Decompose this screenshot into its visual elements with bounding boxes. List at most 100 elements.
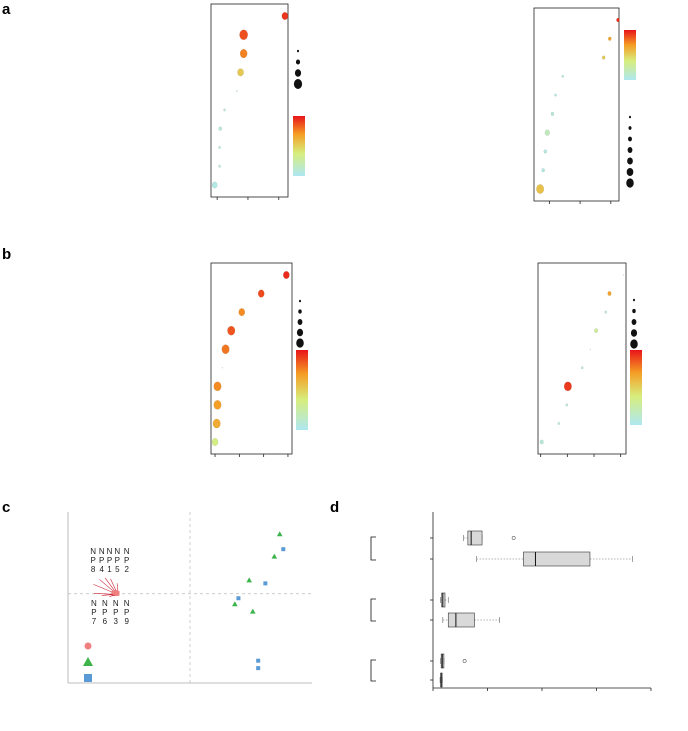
pdx-low-point <box>281 547 286 552</box>
pdx-low-point <box>256 666 261 671</box>
pdx-high-point <box>246 577 253 583</box>
size-legend-dot <box>630 329 638 337</box>
size-legend-dot <box>628 126 632 130</box>
size-legend-dot <box>630 339 638 349</box>
size-legend-dot <box>632 298 636 302</box>
term-dot <box>211 181 218 189</box>
pdx-low-point <box>256 658 261 663</box>
np-label-char: N <box>114 547 120 556</box>
plot-frame <box>533 7 620 202</box>
term-dot <box>607 291 612 296</box>
np-label-char: 7 <box>92 617 97 626</box>
box <box>523 551 591 567</box>
pdx-high-point <box>271 553 278 559</box>
np-label-char: N <box>99 547 105 556</box>
size-legend-dot <box>295 59 301 65</box>
term-dot <box>581 366 584 370</box>
term-dot <box>561 74 564 78</box>
np-label-char: 3 <box>114 617 119 626</box>
term-dot <box>212 418 221 429</box>
np-label-char: 2 <box>124 565 129 574</box>
panel-label-b: b <box>2 246 11 263</box>
color-legend-bar <box>293 116 305 176</box>
term-dot <box>536 184 545 194</box>
gene-bracket <box>370 659 376 682</box>
term-dot <box>594 328 599 333</box>
term-dot <box>557 421 561 425</box>
np-label-char: P <box>113 608 118 617</box>
term-dot <box>616 17 620 23</box>
np-label-char: 1 <box>107 565 112 574</box>
np-label-char: N <box>90 547 96 556</box>
np-label-char: 5 <box>115 565 120 574</box>
legend-marker-pdx-high <box>83 657 93 666</box>
pdx-high-point <box>232 601 238 607</box>
term-dot <box>218 126 223 131</box>
np-arrow <box>94 592 113 595</box>
term-dot <box>283 271 290 279</box>
np-label-char: 6 <box>103 617 108 626</box>
np-label-char: N <box>113 599 119 608</box>
size-legend-dot <box>628 136 632 142</box>
box <box>447 612 475 628</box>
term-dot <box>541 168 545 173</box>
np-label-char: P <box>124 556 129 565</box>
np-label-char: N <box>107 547 113 556</box>
np-arrow <box>104 577 116 592</box>
term-dot <box>589 348 591 350</box>
np-label-char: P <box>90 556 95 565</box>
panel-label-a: a <box>2 1 11 18</box>
size-legend-dot <box>628 115 632 119</box>
term-dot <box>211 438 219 446</box>
outlier-point <box>462 659 467 663</box>
term-dot <box>221 367 223 369</box>
chart-a-right <box>533 7 636 204</box>
term-dot <box>236 90 238 92</box>
pdx-low-point <box>263 581 268 586</box>
legend-marker-pdx-low <box>84 674 92 682</box>
size-legend-dot <box>627 157 633 165</box>
chart-b-right <box>537 262 642 457</box>
np-arrow <box>93 584 113 593</box>
np-arrow <box>110 578 117 593</box>
term-dot <box>608 36 612 41</box>
np-label-char: N <box>91 599 97 608</box>
term-dot <box>544 129 550 136</box>
plot-frame <box>537 262 627 455</box>
np-arrow <box>101 594 115 596</box>
color-legend-bar <box>624 30 636 80</box>
chart-d-boxplot <box>370 512 652 691</box>
size-legend-dot <box>298 309 302 314</box>
term-dot <box>622 274 624 276</box>
term-dot <box>213 400 222 410</box>
size-legend-dot <box>296 328 304 337</box>
size-legend-dot <box>298 299 302 303</box>
np-point <box>116 592 120 596</box>
plot-frame <box>210 3 289 198</box>
legend-marker-non-pdx <box>84 642 92 650</box>
size-legend-dot <box>294 69 302 77</box>
term-dot <box>281 12 289 20</box>
color-legend-bar <box>630 350 642 425</box>
chart-a-left <box>210 3 305 200</box>
np-label-char: P <box>124 608 129 617</box>
size-legend-dot <box>631 319 637 325</box>
pdx-low-point <box>236 596 241 601</box>
box <box>467 530 483 546</box>
color-legend-bar <box>296 350 308 430</box>
np-label-char: P <box>91 608 96 617</box>
term-dot <box>257 289 265 298</box>
gene-bracket <box>370 536 376 561</box>
size-legend-dot <box>296 49 300 53</box>
np-label-char: P <box>99 556 104 565</box>
gene-bracket <box>370 598 376 622</box>
np-label-char: 4 <box>99 565 104 574</box>
size-legend-dot <box>297 319 303 325</box>
plot-frame <box>210 262 293 455</box>
term-dot <box>539 439 544 445</box>
np-label-char: N <box>102 599 108 608</box>
box <box>441 592 446 608</box>
term-dot <box>213 381 222 392</box>
